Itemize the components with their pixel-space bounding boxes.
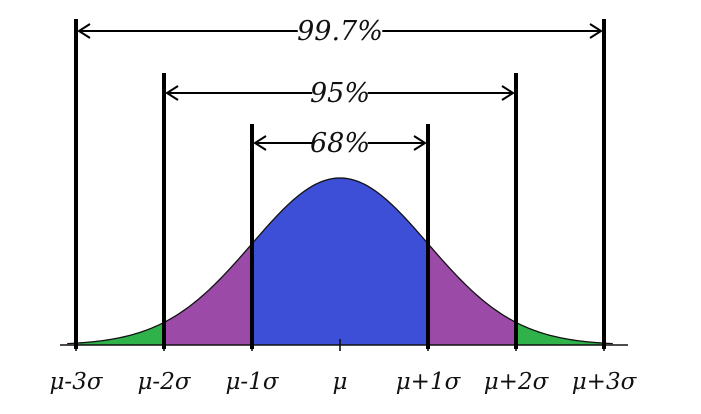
bell-curve-line xyxy=(67,177,613,345)
tick-label-t3: μ xyxy=(333,369,348,395)
bracket-right-arrowhead-95 xyxy=(501,85,515,101)
tick-label-1: μ-1σ xyxy=(225,369,279,395)
region-3 xyxy=(252,178,428,345)
region-1 xyxy=(76,322,164,345)
tick-label-3: μ-3σ xyxy=(49,369,103,395)
bracket-label-95: 95% xyxy=(310,78,370,109)
tick-label-2: μ-2σ xyxy=(137,369,191,395)
tick-label-1: μ+1σ xyxy=(396,369,462,395)
bracket-label-68: 68% xyxy=(310,128,370,159)
bracket-left-arrowhead-95 xyxy=(165,85,179,101)
bracket-label-99-7: 99.7% xyxy=(297,16,383,47)
tick-label-2: μ+2σ xyxy=(484,369,550,395)
bracket-right-arrowhead-99-7 xyxy=(589,23,603,39)
bracket-left-arrowhead-99-7 xyxy=(77,23,91,39)
bracket-right-arrowhead-68 xyxy=(413,135,427,151)
tick-label-3: μ+3σ xyxy=(572,369,638,395)
region-5 xyxy=(516,322,604,345)
bracket-left-arrowhead-68 xyxy=(253,135,267,151)
